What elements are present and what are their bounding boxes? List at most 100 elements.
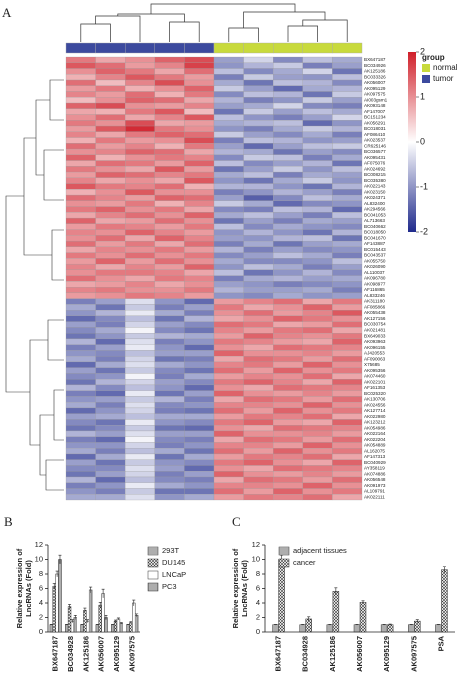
row-label: AK023150 xyxy=(364,189,386,194)
heatmap-cell xyxy=(302,304,333,311)
heatmap-cell xyxy=(95,235,126,242)
heatmap-cell xyxy=(125,310,155,317)
heatmap-cell xyxy=(213,419,244,426)
heatmap-cell xyxy=(273,373,303,380)
heatmap-cell xyxy=(184,453,215,460)
error-bar xyxy=(104,615,108,620)
heatmap-cell xyxy=(65,183,96,190)
heatmap-cell xyxy=(125,194,155,201)
heatmap-cell xyxy=(65,246,96,253)
heatmap-cell xyxy=(243,79,274,86)
bar xyxy=(299,624,306,633)
heatmap-cell xyxy=(184,252,215,259)
heatmap-cell xyxy=(154,338,185,345)
heatmap-cell xyxy=(213,235,244,242)
heatmap-cell xyxy=(243,102,274,109)
heatmap-cell xyxy=(213,459,244,466)
heatmap-cell xyxy=(273,194,303,201)
heatmap-cell xyxy=(95,488,126,495)
heatmap-cell xyxy=(273,235,303,242)
heatmap-cell xyxy=(95,390,126,397)
heatmap-cell xyxy=(65,436,96,443)
heatmap-cell xyxy=(125,85,155,92)
heatmap-cell xyxy=(125,120,155,127)
heatmap-cell xyxy=(184,315,215,322)
heatmap-cell xyxy=(184,137,215,144)
heatmap-cell xyxy=(125,154,155,161)
heatmap-cell xyxy=(273,269,303,276)
heatmap-cell xyxy=(243,258,274,265)
row-label: AK093148 xyxy=(364,103,386,108)
heatmap-cell xyxy=(302,102,333,109)
error-bar xyxy=(73,615,77,620)
heatmap-cell xyxy=(65,258,96,265)
heatmap-cell xyxy=(125,361,155,368)
heatmap-cell xyxy=(184,419,215,426)
heatmap-cell xyxy=(184,79,215,86)
heatmap-cell xyxy=(125,379,155,386)
heatmap-cell xyxy=(213,166,244,173)
y-tick-label: 10 xyxy=(252,554,260,563)
heatmap-cell xyxy=(302,465,333,472)
heatmap-cell xyxy=(332,56,363,63)
heatmap-cell xyxy=(213,258,244,265)
row-label: BC033326 xyxy=(364,74,386,79)
heatmap-cell xyxy=(95,292,126,299)
group-bar xyxy=(124,42,155,54)
heatmap-cell xyxy=(213,465,244,472)
heatmap-cell xyxy=(243,442,274,449)
heatmap-cell xyxy=(95,91,126,98)
heatmap-cell xyxy=(332,384,363,391)
heatmap-cell xyxy=(332,442,363,449)
heatmap-cell xyxy=(332,344,363,351)
bar xyxy=(126,624,130,633)
heatmap-cell xyxy=(125,108,155,115)
heatmap-cell xyxy=(65,310,96,317)
heatmap-cell xyxy=(65,402,96,409)
heatmap-cell xyxy=(332,183,363,190)
heatmap-cell xyxy=(95,263,126,270)
colorbar xyxy=(408,52,416,232)
x-tick-label: AK125186 xyxy=(328,636,337,672)
heatmap-cell xyxy=(273,85,303,92)
heatmap-cell xyxy=(125,114,155,121)
heatmap-cell xyxy=(65,287,96,294)
heatmap-cell xyxy=(184,465,215,472)
heatmap-cell xyxy=(65,390,96,397)
heatmap-cell xyxy=(154,350,185,357)
heatmap-cell xyxy=(65,373,96,380)
heatmap-cell xyxy=(65,384,96,391)
heatmap-cell xyxy=(95,137,126,144)
heatmap-cell xyxy=(154,298,185,305)
heatmap-cell xyxy=(302,74,333,81)
heatmap-cell xyxy=(213,471,244,478)
heatmap-cell xyxy=(95,482,126,489)
heatmap-cell xyxy=(65,252,96,259)
heatmap-cell xyxy=(95,246,126,253)
heatmap-cell xyxy=(332,476,363,483)
heatmap-cell xyxy=(302,350,333,357)
row-label: BC043537 xyxy=(364,253,386,258)
heatmap-cell xyxy=(243,68,274,75)
heatmap-cell xyxy=(302,125,333,132)
heatmap-cell xyxy=(184,269,215,276)
heatmap-cell xyxy=(273,448,303,455)
heatmap-cell xyxy=(154,459,185,466)
heatmap-cell xyxy=(302,120,333,127)
error-bar xyxy=(132,599,136,606)
heatmap-cell xyxy=(302,338,333,345)
heatmap-cell xyxy=(213,396,244,403)
heatmap-cell xyxy=(332,194,363,201)
heatmap-cell xyxy=(154,177,185,184)
heatmap-cell xyxy=(95,396,126,403)
row-label: AF161353 xyxy=(364,385,386,390)
heatmap-cell xyxy=(125,56,155,63)
heatmap-cell xyxy=(243,338,274,345)
heatmap-cell xyxy=(213,275,244,282)
column-dendrogram xyxy=(80,3,348,42)
row-label: AK024556 xyxy=(364,402,386,407)
heatmap-cell xyxy=(125,494,155,501)
heatmap-cell xyxy=(273,310,303,317)
y-axis-label: LncRNAs (Fold) xyxy=(240,560,249,617)
legend-swatch xyxy=(422,75,430,83)
